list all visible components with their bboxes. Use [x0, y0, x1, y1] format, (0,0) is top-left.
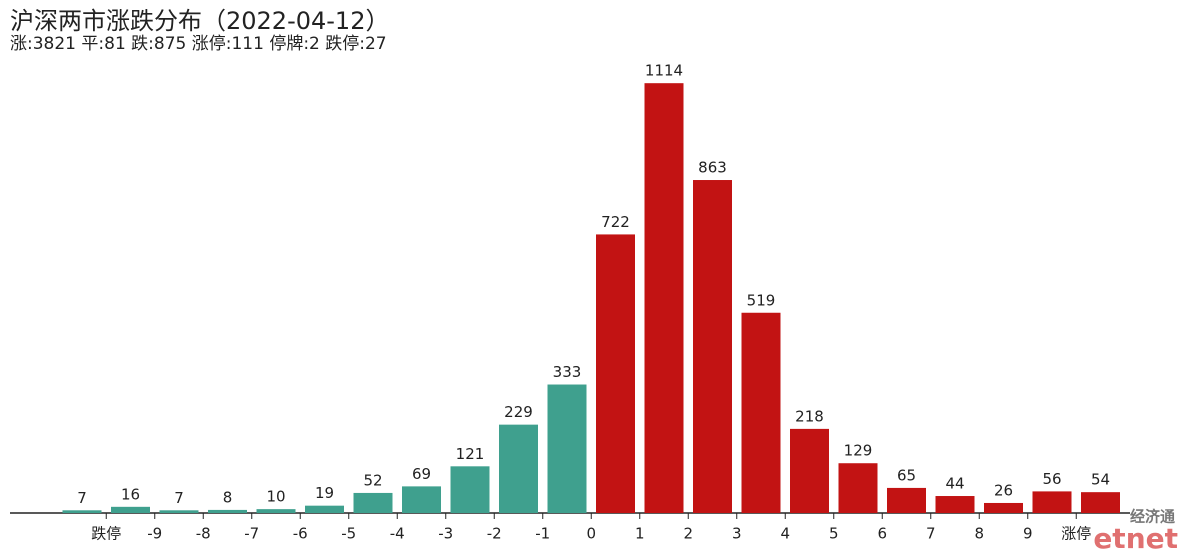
value-label: 19	[315, 484, 334, 502]
x-tick-label: 涨停	[1061, 525, 1091, 543]
bar	[1032, 491, 1072, 513]
bar	[353, 492, 393, 513]
bar	[450, 466, 490, 513]
x-tick-label: 7	[926, 525, 936, 543]
watermark-top: 经济通	[1130, 508, 1175, 526]
x-tick-label: -9	[147, 525, 162, 543]
x-tick-label: -1	[535, 525, 550, 543]
value-label: 69	[412, 465, 431, 483]
x-tick-label: -3	[438, 525, 453, 543]
value-label: 54	[1091, 471, 1110, 489]
value-label: 722	[601, 213, 630, 231]
bar	[305, 505, 344, 513]
x-tick-label: -2	[487, 525, 502, 543]
x-tick-label: 9	[1023, 525, 1033, 543]
bar	[790, 428, 829, 513]
x-tick-label: 8	[974, 525, 984, 543]
bar	[62, 510, 102, 513]
bar	[596, 234, 635, 513]
value-label: 1114	[645, 62, 683, 80]
x-tick-label: 2	[683, 525, 693, 543]
value-label: 229	[504, 403, 533, 421]
bar	[935, 496, 975, 513]
chart-title: 沪深两市涨跌分布（2022-04-12）	[10, 7, 389, 35]
bar	[547, 384, 587, 513]
value-label: 56	[1042, 470, 1061, 488]
x-tick-label: 1	[635, 525, 645, 543]
bar	[644, 83, 684, 513]
x-tick-label: -8	[196, 525, 211, 543]
x-tick-label: -6	[293, 525, 308, 543]
x-tick-label: 4	[780, 525, 790, 543]
value-label: 65	[897, 466, 916, 484]
bar	[208, 509, 247, 513]
value-label: 8	[223, 488, 233, 506]
value-label: 863	[698, 159, 727, 177]
bar	[1081, 492, 1120, 513]
bar	[741, 312, 781, 513]
bar	[499, 424, 538, 513]
bar	[984, 502, 1023, 513]
value-label: 16	[121, 485, 140, 503]
value-label: 52	[363, 471, 382, 489]
value-label: 129	[844, 442, 873, 460]
bar	[887, 487, 926, 513]
bar	[159, 510, 199, 513]
bar	[838, 463, 878, 513]
bar	[693, 180, 732, 514]
value-label: 218	[795, 407, 824, 425]
x-tick-label: -5	[341, 525, 356, 543]
value-label: 519	[747, 291, 776, 309]
bar	[111, 506, 150, 513]
value-label: 7	[77, 489, 87, 507]
bar	[402, 486, 441, 513]
x-tick-label: -4	[390, 525, 405, 543]
x-tick-label: 6	[877, 525, 887, 543]
x-tick-label: 3	[732, 525, 742, 543]
x-tick-label: 5	[829, 525, 839, 543]
x-tick-label: 跌停	[91, 525, 121, 543]
value-label: 10	[266, 488, 285, 506]
watermark-bottom: etnet	[1093, 522, 1178, 553]
x-tick-label: -7	[244, 525, 259, 543]
chart-subtitle: 涨:3821 平:81 跌:875 涨停:111 停牌:2 跌停:27	[10, 34, 387, 54]
x-tick-label: 0	[586, 525, 596, 543]
value-label: 333	[553, 363, 582, 381]
value-label: 26	[994, 481, 1013, 499]
value-label: 7	[174, 489, 184, 507]
bar	[256, 509, 296, 513]
value-label: 44	[945, 475, 964, 493]
value-label: 121	[456, 445, 485, 463]
